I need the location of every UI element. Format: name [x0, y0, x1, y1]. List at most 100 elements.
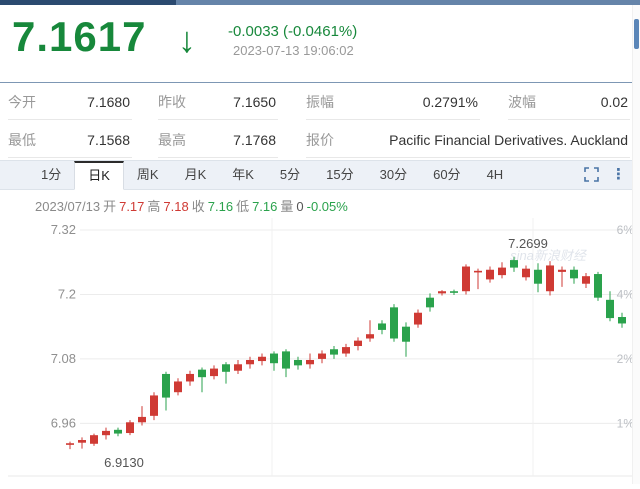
candle — [78, 440, 86, 443]
candle — [462, 266, 470, 292]
candle — [510, 260, 518, 268]
candle — [102, 430, 110, 436]
watermark: sina新浪财经 — [510, 248, 588, 263]
interval-tabs: 1分 日K 周K 月K 年K 5分 15分 30分 60分 4H — [28, 161, 640, 190]
tab-60分[interactable]: 60分 — [433, 167, 461, 182]
stat-cell: 最低 7.1568 — [8, 126, 132, 158]
candle — [222, 364, 230, 372]
ohlc-label: 高 — [147, 199, 161, 214]
ohlc-value: 7.16 — [207, 199, 234, 214]
stat-value: 7.1768 — [233, 132, 276, 148]
candle — [378, 323, 386, 330]
candle — [558, 269, 566, 272]
candle — [366, 334, 374, 339]
ohlc-value: -0.05% — [306, 199, 348, 214]
candle — [534, 269, 542, 284]
candle — [114, 429, 122, 434]
ohlc-value: 7.17 — [119, 199, 145, 214]
stat-cell: 振幅 0.2791% — [306, 88, 480, 120]
candle — [318, 353, 326, 359]
ohlc-value: 2023/07/13 — [35, 199, 101, 214]
candle — [246, 359, 254, 365]
candle — [234, 364, 242, 371]
tab-5分[interactable]: 5分 — [279, 167, 301, 182]
ohlc-value: 7.18 — [163, 199, 189, 214]
candle — [582, 276, 590, 284]
current-price: 7.1617 — [12, 13, 147, 60]
candle — [294, 359, 302, 366]
tab-日K[interactable]: 日K — [74, 161, 124, 190]
stat-cell: 最高 7.1768 — [158, 126, 278, 158]
stat-value: 0.02 — [600, 94, 628, 110]
stat-value: 0.2791% — [422, 94, 478, 110]
ohlc-label: 开 — [103, 199, 117, 214]
stat-value: 7.1650 — [233, 94, 276, 110]
candle — [606, 299, 614, 319]
price-change: -0.0033 (-0.0461%) — [228, 23, 358, 40]
candle — [258, 356, 266, 362]
candle — [330, 349, 338, 355]
stat-value: 7.1568 — [87, 132, 130, 148]
y-axis-label-left: 7.08 — [51, 351, 76, 366]
page-scrollbar[interactable] — [632, 5, 640, 484]
ohlc-label: 量 — [280, 199, 294, 214]
tab-15分[interactable]: 15分 — [326, 167, 354, 182]
candle — [210, 368, 218, 377]
interval-tabbar: 1分 日K 周K 月K 年K 5分 15分 30分 60分 4H ⋮ — [0, 160, 640, 190]
ohlc-label: 低 — [236, 199, 250, 214]
fullscreen-icon[interactable] — [584, 167, 599, 182]
candle — [450, 291, 458, 293]
down-arrow-icon: ↓ — [178, 19, 196, 60]
tab-30分[interactable]: 30分 — [379, 167, 408, 182]
stat-cell: 昨收 7.1650 — [158, 88, 278, 120]
candle — [426, 297, 434, 308]
y-axis-label-right: 6% — [617, 223, 635, 237]
candle — [594, 274, 602, 298]
candle — [270, 353, 278, 364]
stat-value: Pacific Financial Derivatives. Auckland — [389, 132, 628, 148]
candle — [438, 291, 446, 294]
candle — [414, 312, 422, 325]
candle — [390, 307, 398, 339]
candle — [570, 269, 578, 279]
stat-cell: 波幅 0.02 — [508, 88, 630, 120]
chart-area[interactable]: 7.32 7.2 7.08 6.96 6% 4% 2% 1% sina新浪财经 7.2699 6.9… — [0, 214, 640, 484]
candle — [90, 435, 98, 444]
ohlc-value: 7.16 — [252, 199, 278, 214]
kebab-menu-icon[interactable]: ⋮ — [611, 166, 626, 183]
candle — [522, 268, 530, 278]
y-axis-label-right: 4% — [617, 287, 635, 301]
stat-label: 最低 — [8, 132, 36, 148]
ohlc-summary: 2023/07/13 开 7.17 高 7.18 收 7.16 低 7.16 量 0 -0.05% — [35, 196, 351, 215]
y-axis-label-right: 2% — [617, 352, 635, 366]
y-axis-label-right: 1% — [617, 416, 635, 430]
tab-1分[interactable]: 1分 — [41, 167, 62, 182]
candle — [282, 351, 290, 369]
candle — [474, 270, 482, 273]
candle — [486, 269, 494, 280]
y-axis-label-left: 7.2 — [58, 286, 76, 301]
quote-header: 7.1617 ↓ -0.0033 (-0.0461%) 2023-07-13 1… — [0, 5, 640, 83]
stat-label: 报价 — [306, 132, 334, 148]
scrollbar-thumb[interactable] — [634, 19, 639, 49]
candle — [546, 265, 554, 292]
quote-timestamp: 2023-07-13 19:06:02 — [233, 43, 354, 58]
tab-年K[interactable]: 年K — [232, 167, 254, 182]
candle — [66, 443, 74, 445]
price-annotation: 6.9130 — [104, 455, 144, 470]
candle — [126, 422, 134, 434]
tab-月K[interactable]: 月K — [184, 167, 207, 182]
stat-label: 最高 — [158, 132, 186, 148]
candle — [162, 373, 170, 398]
candle — [150, 395, 158, 416]
stats-table: 今开 7.1680 昨收 7.1650 振幅 0.2791% 波幅 0.02 最低 7.1568 最… — [0, 84, 632, 158]
tab-4H[interactable]: 4H — [486, 167, 504, 182]
stat-cell: 报价 Pacific Financial Derivatives. Aucklan… — [306, 126, 630, 158]
stat-label: 波幅 — [508, 94, 536, 110]
candle — [186, 373, 194, 382]
stat-label: 昨收 — [158, 94, 186, 110]
candle — [498, 267, 506, 276]
candle — [618, 317, 626, 324]
tab-周K[interactable]: 周K — [136, 167, 159, 182]
